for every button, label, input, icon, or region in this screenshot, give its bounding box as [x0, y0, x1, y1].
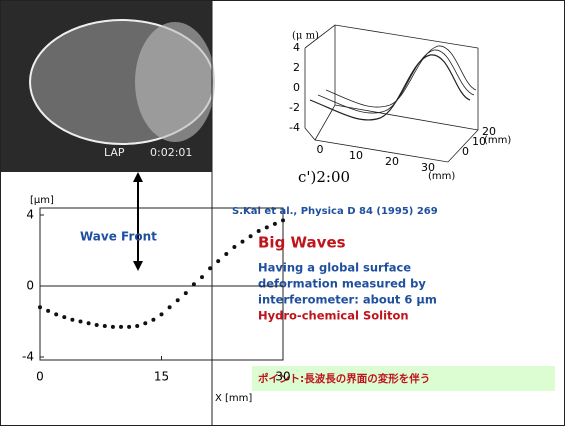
- surface-caption: c')2:00: [298, 168, 350, 186]
- data-point: [168, 305, 172, 309]
- y-tick-label: 0: [26, 279, 34, 293]
- data-point: [38, 305, 42, 309]
- y-tick-label: -4: [22, 350, 34, 364]
- data-point: [273, 222, 277, 226]
- photo-time: 0:02:01: [150, 146, 192, 159]
- description-line: deformation measured by: [258, 277, 426, 291]
- data-point: [95, 323, 99, 327]
- data-point: [216, 259, 220, 263]
- data-point: [241, 240, 245, 244]
- data-point: [79, 320, 83, 324]
- data-point: [127, 325, 131, 329]
- z-tick-label: 4: [293, 41, 300, 54]
- x-tick-label: 20: [385, 155, 399, 168]
- heading: Big Waves: [258, 234, 346, 252]
- z-tick-label: -4: [289, 121, 300, 134]
- reference: S.Kai et al., Physica D 84 (1995) 269: [232, 206, 438, 217]
- x-tick-label: 10: [349, 149, 363, 162]
- data-point: [62, 315, 66, 319]
- z-tick-label: 0: [293, 81, 300, 94]
- z-tick-label: -2: [289, 101, 300, 114]
- z-unit: (μ m): [292, 31, 319, 42]
- slide: LAP 0:02:01 (μ m) (mm) (mm) c')2:00 [μm]…: [0, 0, 565, 426]
- y-tick-label: 0: [462, 145, 469, 158]
- data-point: [160, 312, 164, 316]
- data-point: [111, 325, 115, 329]
- data-point: [249, 234, 253, 238]
- subtitle: Hydro-chemical Soliton: [258, 309, 409, 323]
- photo-label: LAP: [104, 146, 125, 159]
- data-point: [257, 229, 261, 233]
- x-tick-label: 15: [154, 370, 169, 384]
- data-point: [224, 252, 228, 256]
- description-line: interferometer: about 6 μm: [258, 293, 437, 307]
- data-point: [46, 309, 50, 313]
- data-point: [232, 245, 236, 249]
- x-label: X [mm]: [215, 393, 252, 404]
- data-point: [192, 282, 196, 286]
- data-point: [70, 318, 74, 322]
- data-point: [151, 318, 155, 322]
- data-point: [265, 225, 269, 229]
- data-point: [200, 275, 204, 279]
- data-point: [143, 321, 147, 325]
- data-point: [135, 324, 139, 328]
- photo-highlight: [135, 22, 215, 142]
- data-point: [87, 321, 91, 325]
- description-line: Having a global surface: [258, 261, 411, 275]
- y-label: [μm]: [30, 195, 54, 206]
- data-point: [103, 324, 107, 328]
- x-tick-label: 0: [36, 370, 44, 384]
- annotation: Wave Front: [80, 230, 157, 244]
- x-tick-label: 30: [275, 370, 290, 384]
- data-point: [119, 325, 123, 329]
- y-tick-label: 4: [26, 208, 34, 222]
- x-tick-label: 0: [317, 143, 324, 156]
- data-point: [208, 266, 212, 270]
- z-tick-label: 2: [293, 61, 300, 74]
- data-point: [184, 291, 188, 295]
- x-tick-label: 30: [421, 161, 435, 174]
- data-point: [54, 312, 58, 316]
- data-point: [281, 218, 285, 222]
- data-point: [176, 298, 180, 302]
- y-tick-label: 20: [482, 125, 496, 138]
